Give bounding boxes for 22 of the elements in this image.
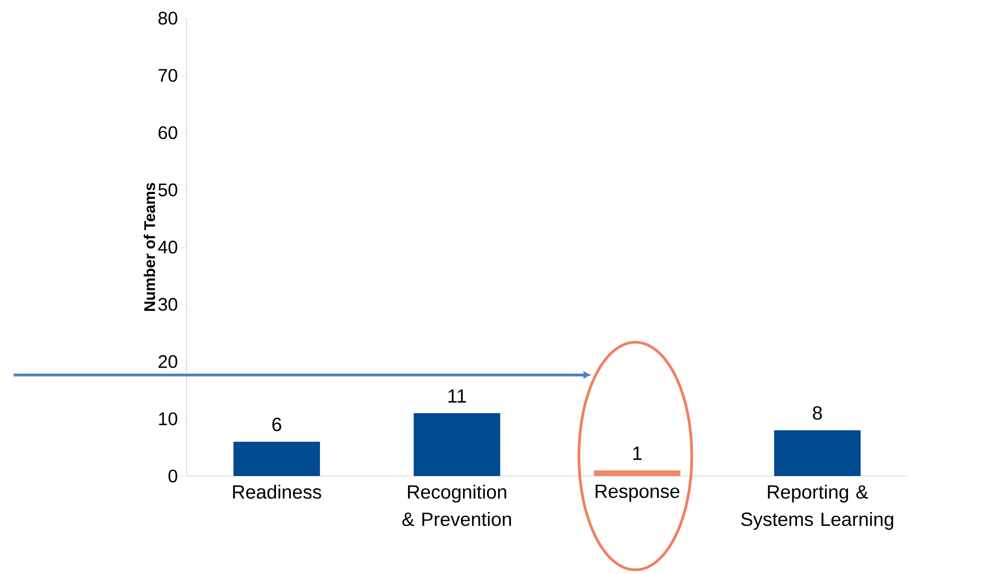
y-axis-title: Number of Teams [144, 182, 156, 311]
x-tick-label: Readiness [233, 484, 322, 499]
bar [594, 470, 680, 476]
y-tick-label: 50 [158, 183, 178, 196]
y-tick-label: 20 [158, 354, 178, 368]
y-tick-label: 0 [168, 469, 178, 482]
bar [233, 442, 320, 476]
data-label: 6 [272, 418, 282, 432]
x-tick-label: Reporting & Systems Learning [741, 484, 894, 530]
data-label: 8 [812, 406, 822, 420]
y-tick-label: 10 [159, 412, 178, 426]
y-tick-label: 60 [158, 126, 178, 139]
data-label: 1 [633, 446, 642, 460]
x-tick-label: Response [596, 484, 680, 502]
bar [774, 430, 861, 476]
y-tick-label: 80 [158, 12, 178, 24]
y-tick-label: 40 [158, 240, 178, 254]
y-tick-label: 30 [158, 298, 178, 311]
y-tick-label: 70 [158, 68, 178, 82]
x-tick-label: Recognition & Prevention [402, 484, 511, 526]
data-label: 11 [448, 389, 466, 402]
bar [414, 412, 500, 476]
